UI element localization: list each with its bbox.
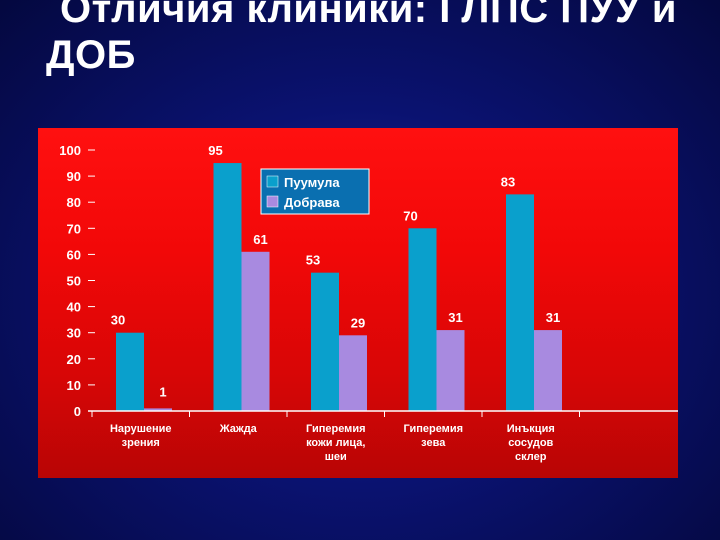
data-label-dobrava: 31 xyxy=(546,310,560,325)
data-label-puumala: 53 xyxy=(306,253,320,268)
y-tick-label: 100 xyxy=(59,143,81,158)
y-tick-label: 10 xyxy=(67,378,81,393)
slide-title-line-1: Отличия клиники: ГЛПС ПУУ и xyxy=(60,0,677,31)
legend-label-puumala: Пуумула xyxy=(284,175,340,190)
x-category-label: Инъкция сосудов склер xyxy=(507,423,555,463)
slide-title-line-2: ДОБ xyxy=(46,33,136,77)
legend-swatch-dobrava xyxy=(266,195,279,208)
bar-dobrava xyxy=(241,251,270,411)
y-tick-label: 0 xyxy=(74,404,81,419)
bar-puumala xyxy=(311,272,339,411)
data-label-dobrava: 31 xyxy=(448,310,462,325)
bar-puumala xyxy=(213,163,242,411)
y-tick-label: 30 xyxy=(67,326,81,341)
data-label-dobrava: 1 xyxy=(159,384,166,399)
y-tick-label: 50 xyxy=(67,274,81,289)
chart-panel: 0 10 20 30 40 50 60 70 80 90 100 Нарушение зрения Жаж… xyxy=(38,128,678,478)
x-category-label: Гиперемия зева xyxy=(404,423,464,449)
data-label-puumala: 83 xyxy=(501,174,515,189)
y-tick-label: 60 xyxy=(67,247,81,262)
slide-title: Отличия клиники: ГЛПС ПУУ и ДОБ xyxy=(46,0,706,78)
data-label-puumala: 70 xyxy=(403,208,417,223)
legend-box xyxy=(260,168,370,215)
bar-dobrava xyxy=(144,408,172,411)
bar-dobrava xyxy=(436,330,465,411)
bar-dobrava xyxy=(339,335,367,411)
legend-swatch-puumala xyxy=(266,175,279,188)
y-tick-label: 70 xyxy=(67,221,81,236)
data-label-dobrava: 29 xyxy=(351,315,365,330)
bar-dobrava xyxy=(534,330,562,411)
y-tick-label: 40 xyxy=(67,300,81,315)
y-tick-label: 80 xyxy=(67,195,81,210)
x-category-label: Жажда xyxy=(219,423,258,435)
bar-puumala xyxy=(408,228,437,411)
data-label-dobrava: 61 xyxy=(253,232,267,247)
bar-puumala xyxy=(506,194,534,411)
x-category-label: Гиперемия кожи лица, шеи xyxy=(306,423,366,463)
legend-label-dobrava: Добрава xyxy=(284,195,340,210)
bar-puumala xyxy=(116,332,144,411)
data-label-puumala: 95 xyxy=(208,143,222,158)
data-label-puumala: 30 xyxy=(111,313,125,328)
y-tick-label: 90 xyxy=(67,169,81,184)
x-category-label: Нарушение зрения xyxy=(110,423,172,449)
bar-chart: 0 10 20 30 40 50 60 70 80 90 100 Нарушение зрения Жаж… xyxy=(59,143,678,463)
y-tick-label: 20 xyxy=(67,352,81,367)
